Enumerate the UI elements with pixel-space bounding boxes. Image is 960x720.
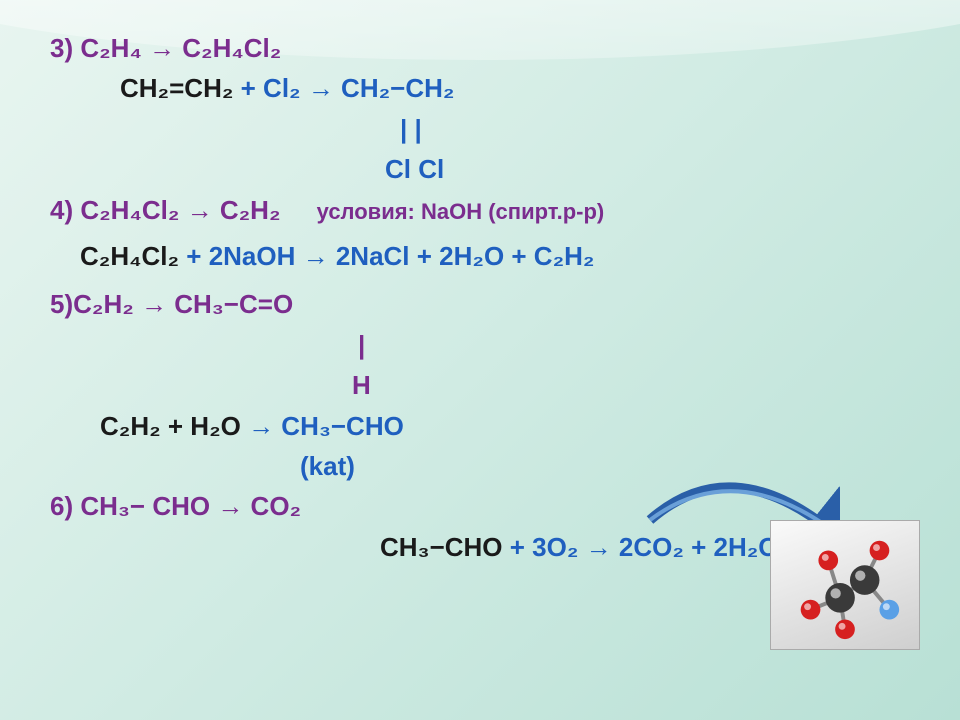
step4-lhs: C₂H₄Cl₂: [80, 241, 179, 271]
step4-header: 4) C₂H₄Cl₂ → C₂H₂: [50, 195, 281, 225]
step4-rhs: + 2NaOH → 2NаCl + 2H₂O + C₂H₂: [179, 241, 594, 271]
step3-cl: Cl Cl: [50, 151, 910, 187]
step5-bond: |: [50, 327, 910, 363]
step3-rhs: + Cl₂ → CH₂−CH₂: [233, 73, 454, 103]
step5-equation: C₂H₂ + H₂O → CH₃−CHO: [50, 408, 910, 444]
step4-equation: C₂H₄Cl₂ + 2NaOH → 2NаCl + 2H₂O + C₂H₂: [50, 238, 910, 274]
step5-header: 5)C₂H₂ → CH₃−C=O: [50, 286, 910, 322]
molecule-model-image: [770, 520, 920, 650]
step3-bonds: | |: [50, 111, 910, 147]
step3-header: 3) C₂H₄ → C₂H₄Cl₂: [50, 30, 910, 66]
step5-h: H: [50, 367, 910, 403]
step3-equation: CH₂=CH₂ + Cl₂ → CH₂−CH₂: [50, 70, 910, 106]
step4-note: условия: NaOH (спирт.p-p): [317, 199, 605, 224]
step5-lhs: C₂H₂ + H₂O: [100, 411, 241, 441]
step4-header-row: 4) C₂H₄Cl₂ → C₂H₂ условия: NaOH (спирт.p…: [50, 192, 910, 228]
step3-lhs: CH₂=CH₂: [120, 73, 233, 103]
step6-lhs: CH₃−CHO: [380, 532, 503, 562]
step5-rhs: → CH₃−CHO: [241, 411, 404, 441]
